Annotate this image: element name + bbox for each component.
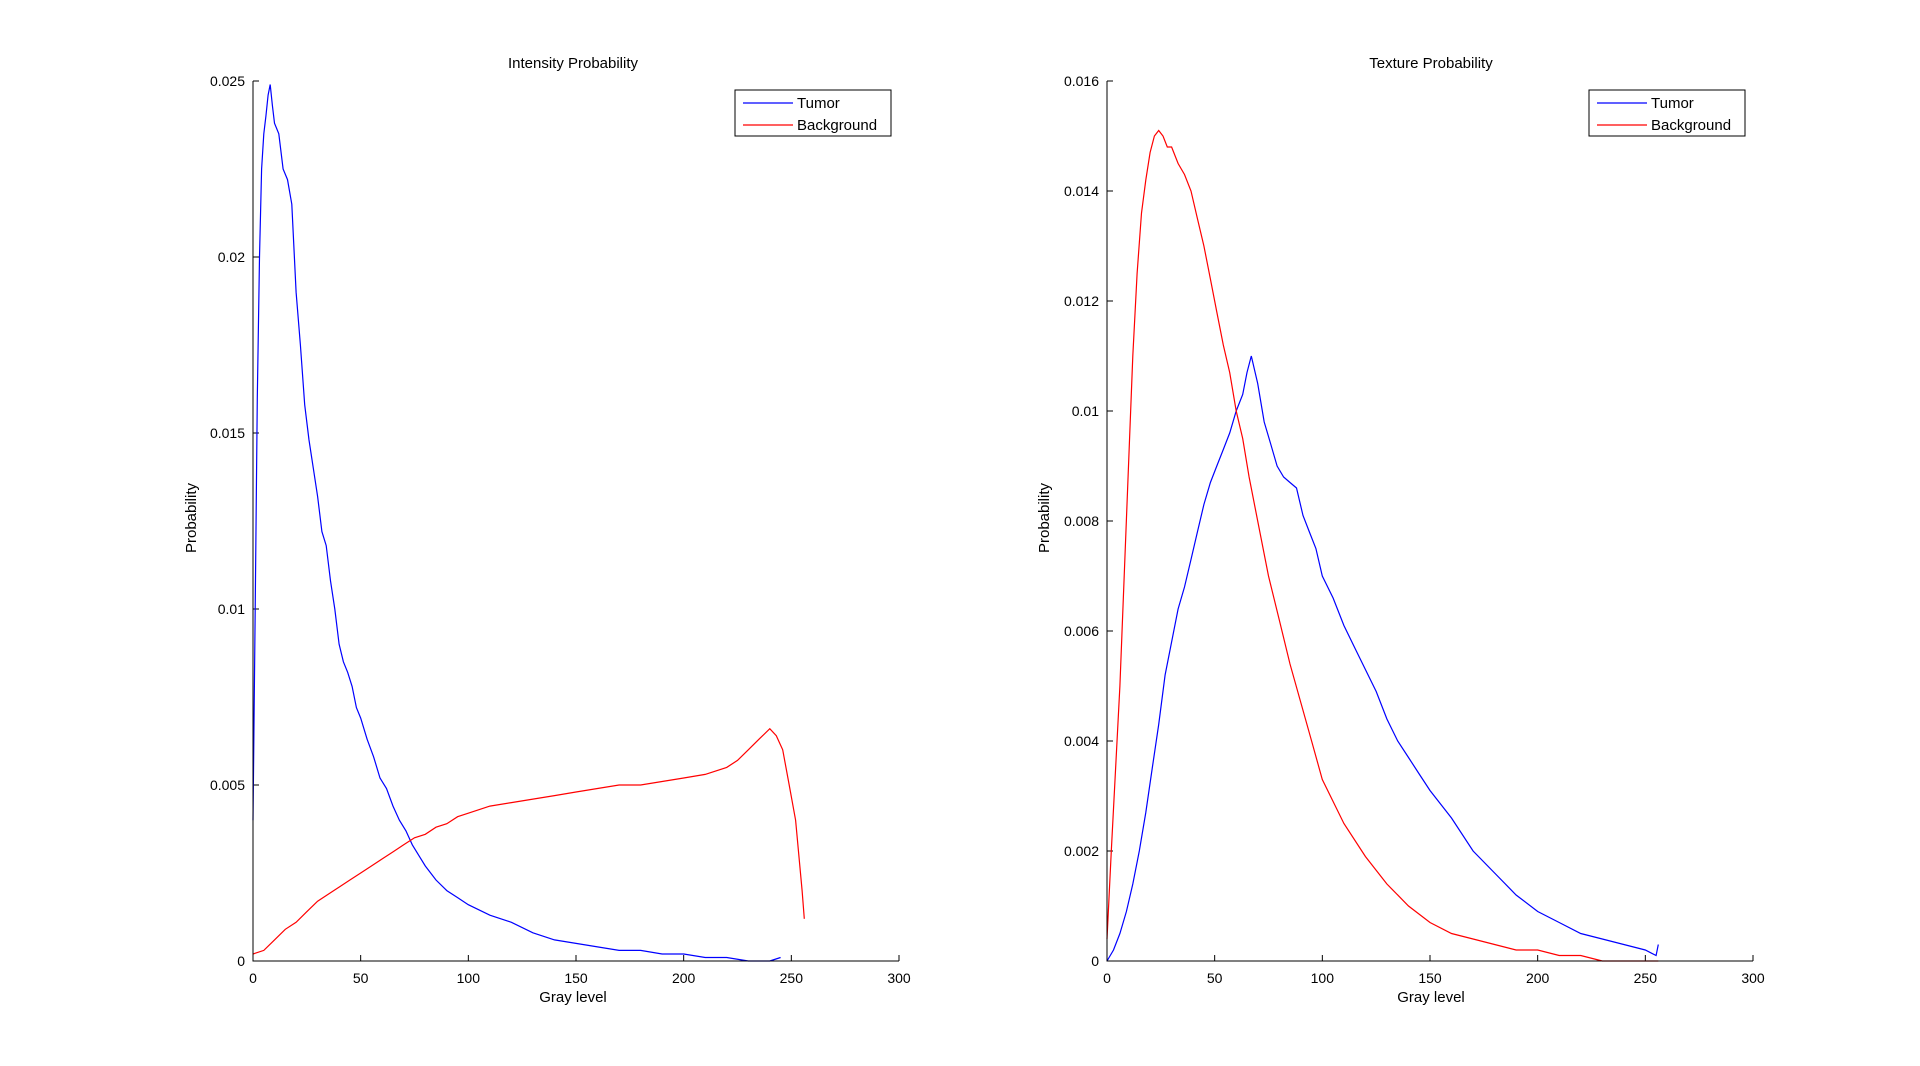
series-line-tumor (252, 84, 781, 962)
y-tick-label: 0.01 (1072, 403, 1099, 419)
plot-lines (252, 84, 805, 962)
y-tick-label: 0.012 (1064, 293, 1099, 309)
x-tick-label: 50 (1207, 970, 1223, 986)
axis-frame (1106, 81, 1753, 962)
y-tick-label: 0.014 (1064, 183, 1099, 199)
legend: Tumor Background (1588, 89, 1746, 137)
x-tick-label: 50 (353, 970, 369, 986)
series-line-tumor (1106, 355, 1659, 962)
chart-title: Intensity Probability (508, 55, 639, 72)
plot-lines (1106, 129, 1659, 962)
y-tick-label: 0 (1091, 953, 1099, 969)
axis-ticks: 0 50 100 150 200 250 300 0 0.005 0.01 0.015 0.02 0.0… (210, 73, 911, 986)
x-axis-title: Gray level (1397, 989, 1465, 1006)
y-axis-title: Probability (183, 482, 200, 553)
axis-frame (252, 81, 899, 962)
y-tick-label: 0.016 (1064, 73, 1099, 89)
series-line-background (1106, 129, 1659, 962)
x-tick-label: 250 (780, 970, 804, 986)
chart-title: Texture Probability (1369, 55, 1493, 72)
legend-label: Background (797, 117, 877, 134)
y-tick-label: 0 (237, 953, 245, 969)
y-tick-label: 0.006 (1064, 623, 1099, 639)
legend-label: Background (1651, 117, 1731, 134)
x-tick-label: 300 (887, 970, 911, 986)
x-tick-label: 200 (672, 970, 696, 986)
legend-label: Tumor (797, 95, 840, 112)
x-tick-label: 300 (1741, 970, 1765, 986)
y-tick-label: 0.004 (1064, 733, 1099, 749)
y-tick-label: 0.02 (218, 249, 245, 265)
x-axis-title: Gray level (539, 989, 607, 1006)
y-tick-label: 0.015 (210, 425, 245, 441)
series-line-background (252, 727, 805, 955)
texture-chart: Texture Probability Gray level Probabili… (1036, 55, 1765, 1006)
legend-box (734, 89, 892, 137)
legend-box (1588, 89, 1746, 137)
x-tick-label: 150 (1418, 970, 1442, 986)
y-tick-label: 0.01 (218, 601, 245, 617)
x-tick-label: 150 (564, 970, 588, 986)
x-tick-label: 100 (1311, 970, 1335, 986)
y-tick-label: 0.025 (210, 73, 245, 89)
y-tick-label: 0.008 (1064, 513, 1099, 529)
x-tick-label: 250 (1634, 970, 1658, 986)
x-tick-label: 200 (1526, 970, 1550, 986)
y-axis-title: Probability (1036, 482, 1053, 553)
y-tick-label: 0.005 (210, 777, 245, 793)
x-tick-label: 0 (249, 970, 257, 986)
legend: Tumor Background (734, 89, 892, 137)
axis-ticks: 0 50 100 150 200 250 300 0 0.002 0.004 0.006 0.008 0… (1064, 73, 1765, 986)
x-tick-label: 0 (1103, 970, 1111, 986)
intensity-chart: Intensity Probability Gray level Probabi… (183, 55, 911, 1006)
y-tick-label: 0.002 (1064, 843, 1099, 859)
legend-label: Tumor (1651, 95, 1694, 112)
x-tick-label: 100 (457, 970, 481, 986)
